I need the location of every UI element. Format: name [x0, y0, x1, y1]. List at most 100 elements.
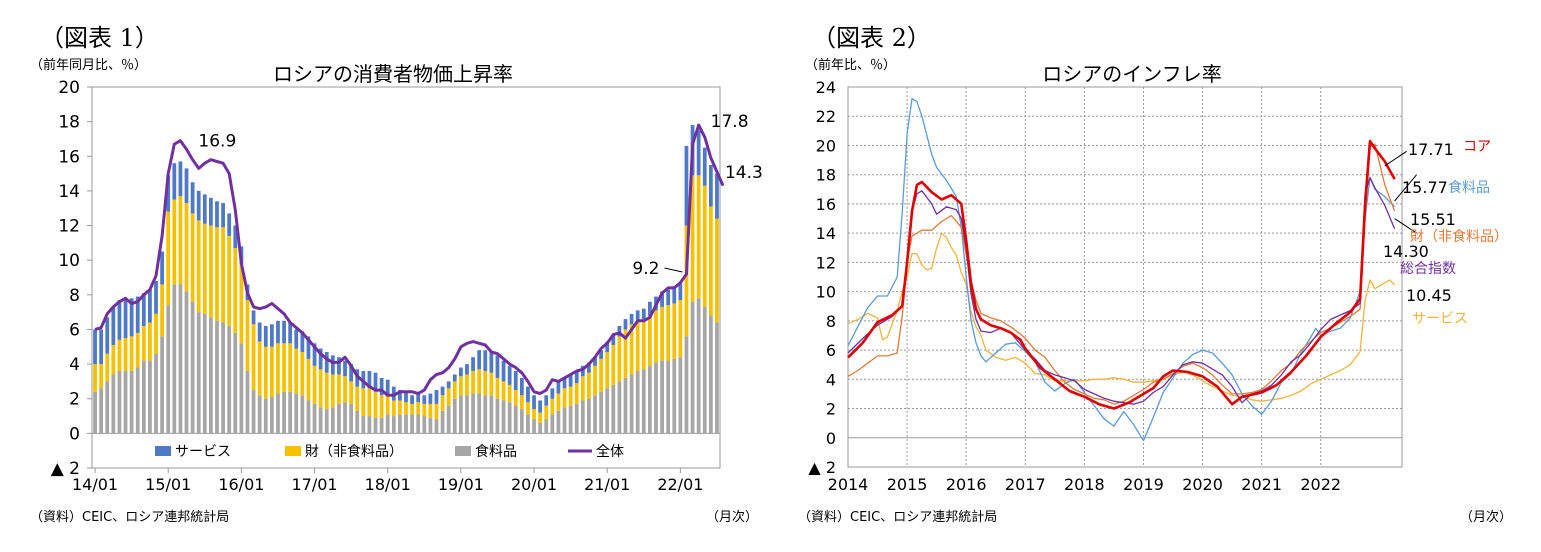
bar-services — [269, 324, 274, 347]
bar-services — [647, 301, 652, 316]
bar-goods — [276, 343, 280, 394]
bar-goods — [696, 175, 701, 299]
bar-goods — [708, 206, 713, 316]
bar-services — [105, 317, 110, 354]
bar-food — [330, 407, 335, 434]
figure-label: （図表 1） — [40, 24, 159, 52]
bar-food — [196, 312, 201, 434]
bar-food — [263, 398, 268, 434]
bar-services — [495, 355, 500, 378]
bar-food — [227, 325, 232, 434]
bar-services — [416, 393, 421, 403]
bar-food — [574, 403, 579, 434]
bar-food — [184, 291, 189, 434]
bar-food — [416, 414, 421, 434]
y-tick-label: 4 — [69, 355, 80, 375]
bar-services — [471, 357, 475, 372]
bar-services — [635, 310, 640, 321]
x-tick-label: 20/01 — [511, 475, 557, 494]
end-label-value: 15.77 — [1402, 178, 1448, 197]
bar-services — [605, 341, 610, 352]
bar-services — [611, 334, 616, 346]
bar-goods — [343, 376, 347, 403]
bar-goods — [288, 343, 293, 392]
food-line — [847, 98, 1396, 442]
x-tick-label: 19/01 — [438, 475, 484, 494]
bar-services — [288, 322, 293, 344]
bar-services — [422, 395, 427, 404]
bar-services — [574, 371, 579, 384]
bar-food — [526, 414, 530, 434]
bar-food — [495, 398, 500, 434]
bar-goods — [654, 310, 658, 363]
bar-services — [623, 319, 628, 330]
bar-services — [428, 393, 433, 404]
bar-goods — [629, 324, 634, 375]
bar-food — [562, 407, 567, 434]
bar-food — [623, 377, 628, 434]
bar-goods — [477, 369, 482, 394]
bar-food — [269, 396, 274, 434]
bar-food — [519, 409, 524, 434]
legend-swatch — [285, 446, 301, 456]
bar-goods — [635, 320, 640, 372]
bar-services — [666, 289, 671, 306]
bar-services — [483, 350, 488, 372]
bar-services — [452, 374, 457, 382]
bar-services — [349, 364, 354, 382]
y-tick-label: 6 — [69, 320, 80, 340]
bar-goods — [99, 364, 104, 389]
bar-services — [135, 296, 140, 333]
bar-services — [196, 190, 201, 221]
bar-services — [404, 391, 408, 403]
bar-food — [324, 409, 329, 434]
y-tick-label: 0 — [826, 429, 836, 448]
bar-goods — [702, 185, 707, 307]
bar-goods — [111, 345, 116, 375]
bar-goods — [507, 384, 512, 403]
y-unit-label: （前年同月比、％） — [30, 58, 148, 73]
bar-services — [148, 289, 152, 323]
bar-services — [276, 320, 280, 344]
end-label-leader — [1394, 218, 1417, 234]
legend-label: 全体 — [596, 443, 624, 460]
plot-frame — [847, 86, 1403, 468]
bar-food — [391, 416, 396, 434]
bar-services — [562, 377, 567, 389]
end-label-value: 17.71 — [1408, 140, 1454, 159]
y-tick-label: 2 — [69, 390, 80, 410]
bar-goods — [355, 386, 360, 411]
bar-services — [593, 357, 597, 366]
x-tick-label: 2016 — [946, 475, 987, 494]
bar-goods — [501, 381, 506, 401]
bar-goods — [562, 388, 567, 408]
bar-goods — [532, 409, 536, 420]
x-unit-label: （月次） — [1460, 510, 1513, 525]
bar-services — [367, 371, 372, 389]
bar-services — [568, 374, 573, 387]
x-tick-label: 14/01 — [72, 475, 118, 494]
bar-goods — [123, 338, 128, 372]
bar-services — [385, 379, 390, 396]
bar-food — [160, 336, 165, 434]
bar-goods — [135, 332, 140, 368]
x-tick-label: 17/01 — [291, 475, 337, 494]
bar-goods — [617, 336, 622, 382]
bar-services — [209, 197, 213, 226]
bar-services — [318, 348, 323, 370]
bar-services — [477, 350, 482, 370]
bar-services — [446, 381, 451, 389]
x-tick-label: 16/01 — [218, 475, 264, 494]
y-tick-label: 18 — [816, 166, 836, 185]
legend-label: サービス — [175, 444, 231, 460]
bar-goods — [398, 400, 402, 415]
bar-services — [221, 203, 225, 228]
bar-goods — [574, 383, 579, 404]
bar-services — [111, 306, 116, 346]
bar-food — [660, 360, 664, 434]
bar-services — [251, 310, 256, 325]
bar-goods — [440, 395, 445, 411]
end-label-series: コア — [1463, 139, 1491, 155]
y-tick-label: 22 — [816, 107, 836, 126]
